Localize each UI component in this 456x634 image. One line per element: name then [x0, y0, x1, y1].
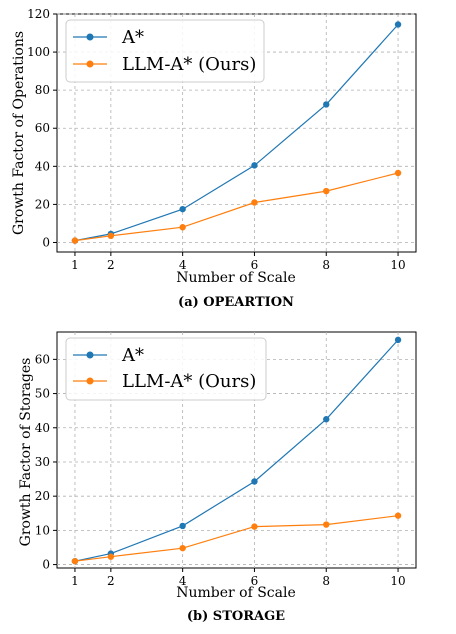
data-point-astar	[394, 21, 402, 28]
y-tick-label: 20	[35, 489, 50, 503]
data-point-llm-astar	[71, 557, 79, 565]
legend-marker-llm-operations	[86, 60, 94, 68]
data-point-llm-astar	[179, 224, 186, 231]
data-point-llm-astar	[107, 232, 115, 240]
data-point-astar	[251, 162, 258, 169]
data-point-llm-astar	[394, 169, 402, 177]
legend-marker-astar-operations	[86, 33, 94, 41]
y-tick-label: 80	[35, 83, 50, 97]
data-point-astar	[179, 205, 186, 213]
legend-operations: A* LLM-A* (Ours)	[65, 19, 265, 83]
x-tick-label: 2	[107, 258, 115, 272]
legend-label-astar-storages: A*	[121, 345, 144, 366]
data-point-llm-astar	[107, 553, 115, 560]
data-point-llm-astar	[71, 237, 79, 244]
data-point-astar	[323, 101, 330, 108]
series-line-llm-astar	[74, 515, 399, 562]
y-ticks-operations: 0 20 40 60 80 100 120	[27, 7, 57, 249]
x-tick-label: 10	[390, 258, 405, 272]
x-tick-label: 2	[107, 574, 115, 588]
x-tick-label: 4	[179, 574, 187, 588]
data-point-llm-astar	[323, 187, 330, 195]
data-point-llm-astar	[251, 523, 258, 530]
y-tick-label: 50	[35, 387, 50, 401]
x-tick-label: 1	[71, 258, 79, 272]
data-point-llm-astar	[251, 199, 258, 206]
y-tick-label: 40	[35, 159, 50, 173]
series-line-astar	[74, 24, 399, 242]
legend-storages: A* LLM-A* (Ours)	[65, 337, 267, 401]
y-tick-label: 10	[35, 523, 50, 537]
legend-box-operations	[65, 19, 265, 83]
legend-box-storages	[65, 337, 267, 401]
data-point-astar	[251, 478, 258, 485]
y-tick-label: 0	[42, 235, 50, 249]
legend-label-llm-storages: LLM-A* (Ours)	[122, 371, 256, 392]
legend-label-llm-operations: LLM-A* (Ours)	[122, 54, 256, 75]
y-tick-label: 30	[35, 455, 50, 469]
y-tick-label: 100	[27, 45, 50, 59]
y-tick-label: 20	[35, 197, 50, 211]
y-tick-label: 0	[42, 558, 50, 572]
y-axis-label-operations: Growth Factor of Operations	[11, 31, 27, 235]
x-tick-label: 6	[251, 574, 259, 588]
data-point-astar	[394, 336, 402, 344]
x-ticks-operations: 1 2 4 6 8 10	[71, 252, 406, 272]
data-point-astar	[323, 416, 330, 423]
series-line-astar	[74, 339, 399, 562]
y-tick-label: 60	[35, 352, 50, 366]
panel-operations: 1 2 4 6 8 10 0 20 40 60 80 100 120 A* LLM-A* (Ours)…	[11, 7, 417, 310]
x-tick-label: 8	[322, 258, 330, 272]
caption-operations: (a) OPEARTION	[178, 295, 294, 310]
legend-marker-llm-storages	[86, 377, 94, 385]
x-tick-label: 6	[251, 258, 259, 272]
data-point-llm-astar	[394, 512, 402, 519]
y-ticks-storages: 0 10 20 30 40 50 60	[35, 352, 57, 572]
x-tick-label: 1	[71, 574, 79, 588]
data-point-llm-astar	[323, 521, 330, 528]
series-line-llm-astar	[74, 172, 399, 242]
legend-marker-astar-storages	[86, 351, 94, 359]
series-storages	[71, 336, 402, 565]
x-tick-label: 4	[179, 258, 187, 272]
legend-label-astar-operations: A*	[121, 27, 144, 48]
y-axis-label-storages: Growth Factor of Storages	[18, 358, 34, 547]
x-tick-label: 10	[390, 574, 405, 588]
caption-storages: (b) STORAGE	[187, 609, 285, 624]
data-point-astar	[179, 522, 186, 530]
x-axis-label-operations: Number of Scale	[176, 270, 296, 286]
y-tick-label: 40	[35, 421, 50, 435]
series-operations	[71, 21, 402, 244]
data-point-llm-astar	[179, 544, 186, 552]
panel-storages: 1 2 4 6 8 10 0 10 20 30 40 50 60 A* LLM-A* (Ours) N…	[18, 331, 417, 624]
y-tick-label: 60	[35, 121, 50, 135]
y-tick-label: 120	[27, 7, 50, 21]
x-tick-label: 8	[322, 574, 330, 588]
x-axis-label-storages: Number of Scale	[176, 585, 296, 601]
x-ticks-storages: 1 2 4 6 8 10	[71, 568, 406, 588]
